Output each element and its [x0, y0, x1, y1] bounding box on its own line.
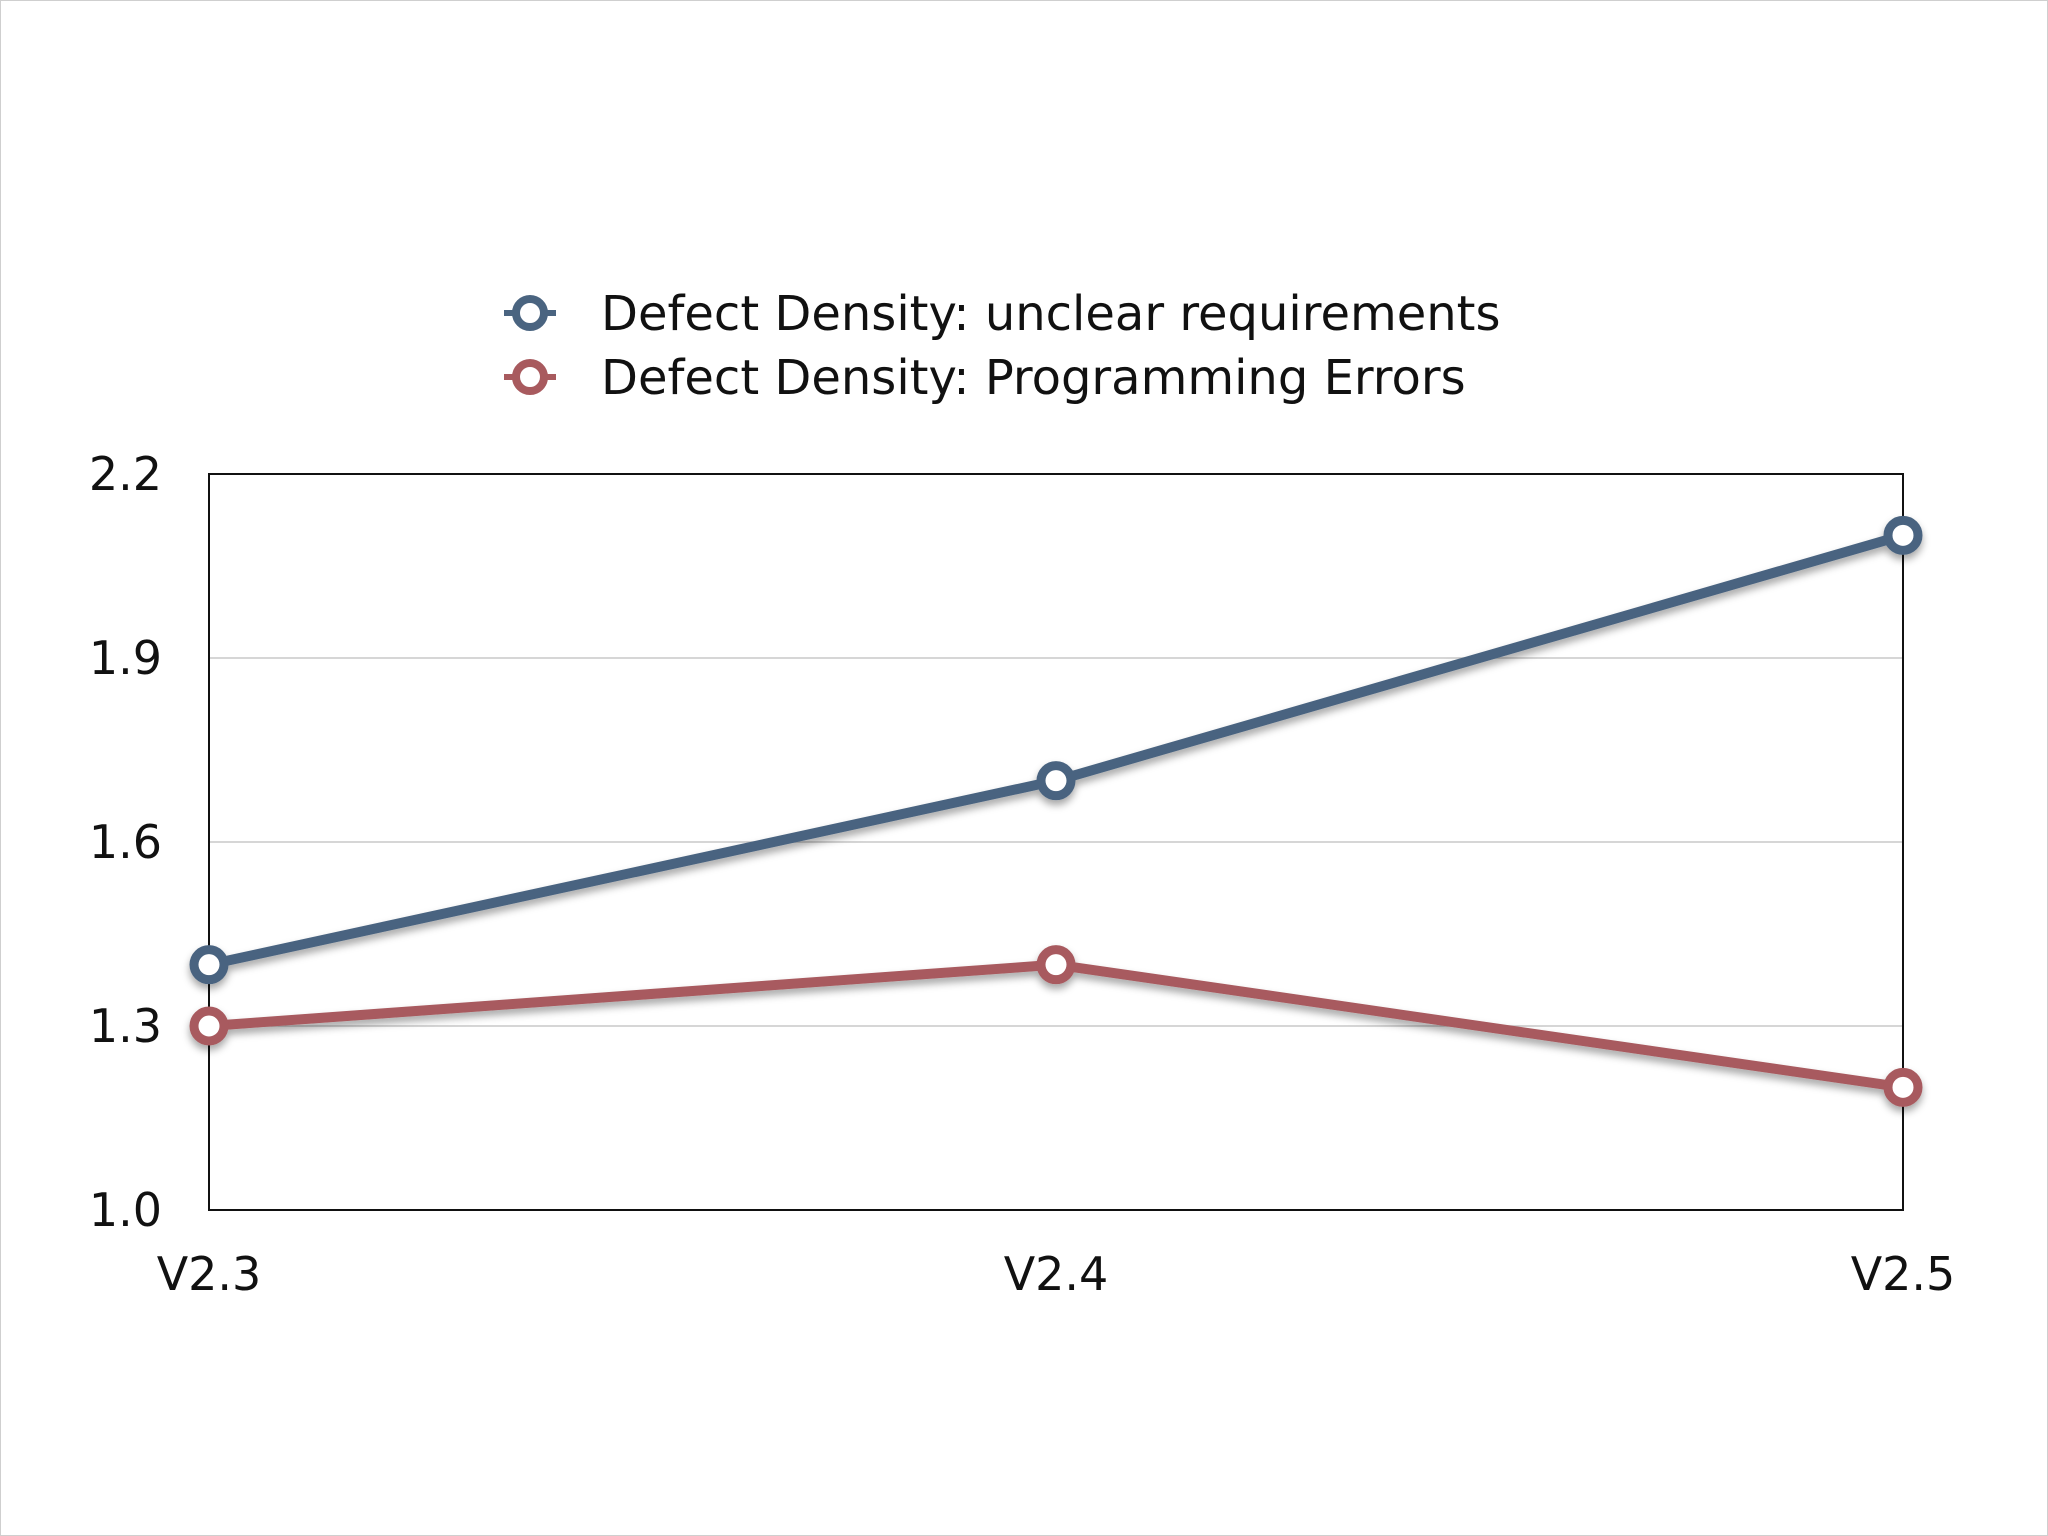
x-tick-label: V2.5 [1851, 1247, 1956, 1301]
grid [209, 657, 1903, 1027]
plot-area [208, 473, 1904, 1211]
legend-label: Defect Density: Programming Errors [601, 350, 1466, 406]
legend-item: Defect Density: Programming Errors [504, 350, 1466, 406]
legend-label: Defect Density: unclear requirements [601, 286, 1501, 342]
series-1 [189, 515, 1923, 985]
series-layer [189, 515, 1923, 1107]
legend-item: Defect Density: unclear requirements [504, 286, 1501, 342]
legend-marker [512, 359, 548, 395]
y-tick-label: 1.6 [89, 815, 162, 869]
y-tick-label: 1.0 [89, 1183, 162, 1237]
x-tick-label: V2.4 [1004, 1247, 1109, 1301]
x-tick-label: V2.3 [157, 1247, 262, 1301]
legend: Defect Density: unclear requirements Defe… [504, 286, 1501, 406]
y-tick-label: 1.3 [89, 999, 162, 1053]
data-point [1036, 761, 1076, 801]
y-tick-label: 1.9 [89, 631, 162, 685]
legend-marker [512, 295, 548, 331]
y-tick-label: 2.2 [89, 447, 162, 501]
series-2 [189, 945, 1923, 1107]
data-point [189, 945, 229, 985]
data-point [189, 1006, 229, 1046]
data-point [1036, 945, 1076, 985]
data-point [1883, 515, 1923, 555]
axes: 1.0 1.3 1.6 1.9 2.2 V2.3 V2.4 V2.5 [89, 447, 1955, 1301]
data-point [1883, 1067, 1923, 1107]
series-line [204, 530, 1908, 970]
